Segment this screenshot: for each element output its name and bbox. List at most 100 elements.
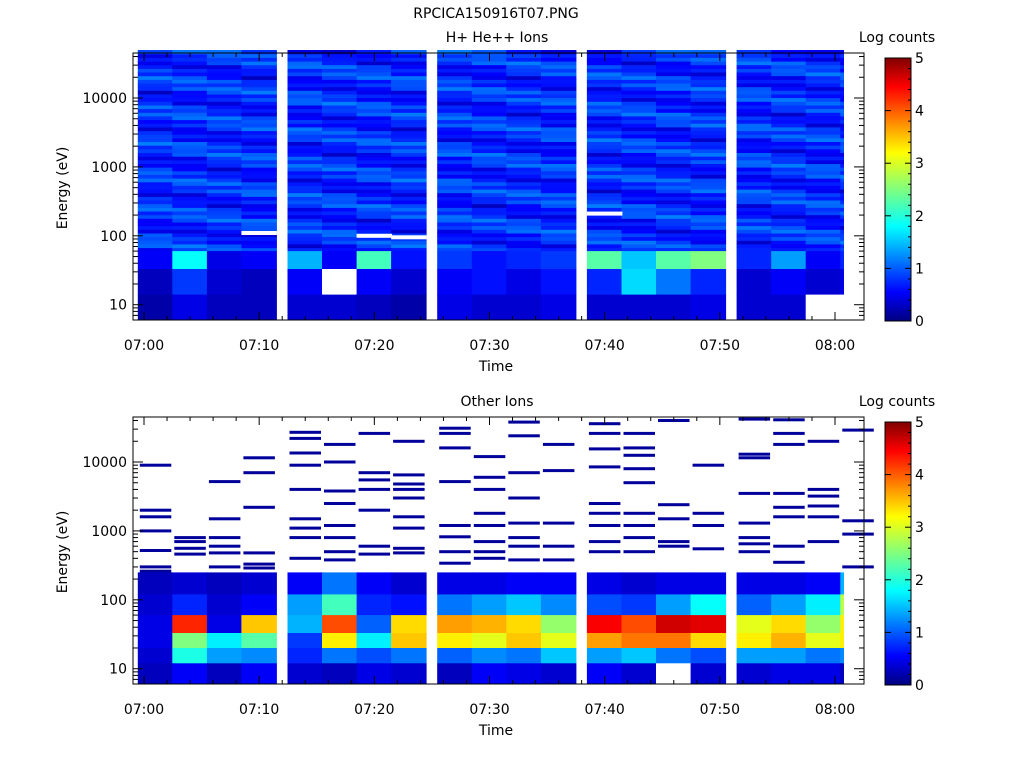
- count-dash: [324, 524, 356, 527]
- background-cell: [540, 163, 577, 168]
- count-dash: [773, 431, 805, 435]
- x-tick-label: 07:10: [239, 338, 279, 354]
- background-cell: [805, 101, 842, 106]
- count-dash: [692, 511, 725, 515]
- background-cell: [322, 104, 358, 110]
- background-cell: [137, 174, 174, 179]
- background-cell: [241, 247, 277, 252]
- background-cell: [771, 181, 807, 186]
- background-cell: [771, 214, 807, 219]
- background-cell: [736, 90, 773, 95]
- background-cell: [437, 101, 473, 106]
- background-cell: [391, 104, 427, 110]
- background-cell: [241, 170, 277, 175]
- background-cell: [356, 174, 393, 179]
- background-cell: [656, 170, 692, 175]
- background-cell: [172, 141, 208, 146]
- background-cell: [172, 126, 208, 132]
- background-cell: [322, 79, 358, 84]
- background-cell: [621, 75, 657, 80]
- spectrogram-cell: [206, 294, 243, 321]
- background-cell: [840, 115, 844, 121]
- background-cell: [540, 192, 577, 197]
- spectrogram-cell: [690, 294, 727, 321]
- background-cell: [586, 137, 623, 142]
- background-cell: [437, 170, 473, 175]
- background-cell: [356, 170, 393, 175]
- background-cell: [471, 240, 508, 245]
- background-cell: [356, 218, 393, 223]
- spectrogram-cell: [736, 633, 773, 649]
- background-cell: [540, 57, 577, 62]
- count-dash: [807, 540, 840, 544]
- background-cell: [805, 163, 842, 168]
- spectrogram-cell: [690, 663, 727, 685]
- background-cell: [241, 156, 277, 161]
- count-dash: [508, 420, 540, 424]
- background-cell: [172, 218, 208, 223]
- background-cell: [287, 167, 323, 172]
- background-cell: [736, 68, 773, 73]
- background-cell: [805, 181, 842, 186]
- background-cell: [805, 53, 842, 58]
- background-cell: [391, 97, 427, 102]
- background-cell: [241, 207, 277, 212]
- background-cell: [771, 207, 807, 212]
- background-cell: [690, 60, 727, 66]
- background-cell: [391, 232, 427, 238]
- background-cell: [540, 97, 577, 102]
- background-cell: [172, 93, 208, 99]
- background-cell: [540, 232, 577, 238]
- count-dash: [289, 556, 321, 560]
- background-cell: [840, 86, 844, 91]
- background-cell: [241, 167, 277, 172]
- spectrogram-cell: [206, 269, 243, 296]
- spectrogram-cell: [586, 251, 623, 270]
- background-cell: [656, 159, 692, 164]
- background-cell: [356, 71, 393, 77]
- background-cell: [137, 130, 174, 135]
- spectrogram-cell: [391, 633, 427, 649]
- count-dash: [358, 544, 391, 548]
- spectrogram-cell: [805, 615, 842, 634]
- background-cell: [437, 145, 473, 150]
- background-cell: [172, 123, 208, 128]
- count-dash: [738, 542, 771, 546]
- background-cell: [391, 159, 427, 164]
- background-cell: [391, 174, 427, 179]
- spectrogram-cell: [621, 269, 657, 296]
- background-cell: [540, 167, 577, 172]
- background-cell: [356, 214, 393, 219]
- background-cell: [137, 167, 174, 172]
- background-cell: [206, 236, 243, 241]
- background-cell: [506, 188, 542, 194]
- background-cell: [771, 50, 807, 55]
- background-cell: [287, 210, 323, 216]
- background-cell: [805, 185, 842, 190]
- background-cell: [391, 141, 427, 146]
- background-cell: [690, 221, 727, 227]
- background-cell: [621, 225, 657, 230]
- background-cell: [356, 240, 393, 245]
- background-cell: [771, 236, 807, 241]
- background-cell: [540, 93, 577, 99]
- background-cell: [391, 156, 427, 161]
- background-cell: [206, 210, 243, 216]
- spectrogram-cell: [322, 663, 358, 685]
- background-cell: [471, 192, 508, 197]
- background-cell: [805, 188, 842, 194]
- background-cell: [241, 82, 277, 88]
- background-cell: [437, 57, 473, 62]
- background-cell: [840, 152, 844, 157]
- background-cell: [656, 178, 692, 183]
- background-cell: [437, 64, 473, 69]
- background-cell: [736, 60, 773, 66]
- background-cell: [137, 148, 174, 153]
- spectrogram-cell: [805, 572, 842, 595]
- spectrogram-cell: [805, 294, 842, 321]
- background-cell: [621, 207, 657, 212]
- background-cell: [736, 75, 773, 80]
- x-axis-label: Time: [478, 723, 513, 739]
- background-cell: [540, 247, 577, 252]
- background-cell: [287, 57, 323, 62]
